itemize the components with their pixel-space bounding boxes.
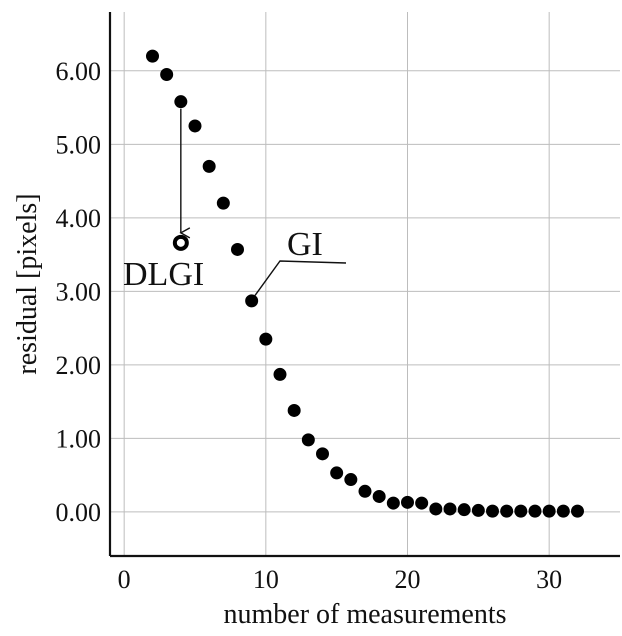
gi-leader-line bbox=[254, 260, 347, 297]
data-point-0-17 bbox=[386, 496, 400, 510]
data-point-0-21 bbox=[443, 502, 457, 516]
data-point-0-8 bbox=[259, 332, 273, 346]
data-point-0-16 bbox=[372, 489, 386, 503]
data-point-0-9 bbox=[273, 367, 287, 381]
x-tick-label-30: 30 bbox=[536, 565, 562, 594]
plot-background bbox=[110, 12, 620, 556]
x-axis-label: number of measurements bbox=[223, 599, 506, 630]
gi-label: GI bbox=[287, 226, 323, 263]
data-point-0-13 bbox=[330, 466, 344, 480]
data-point-0-6 bbox=[231, 242, 244, 256]
data-point-0-7 bbox=[245, 294, 259, 308]
data-point-0-28 bbox=[542, 504, 556, 518]
data-point-0-4 bbox=[202, 159, 216, 173]
data-point-0-3 bbox=[188, 119, 202, 133]
data-point-0-5 bbox=[216, 196, 230, 210]
data-points bbox=[146, 49, 584, 518]
data-point-0-10 bbox=[287, 403, 301, 417]
data-point-0-25 bbox=[500, 504, 514, 518]
data-point-0-14 bbox=[344, 473, 358, 487]
y-axis-label: residual [pixels] bbox=[12, 193, 43, 374]
dlgi-label: DLGI bbox=[123, 256, 204, 293]
data-point-0-2 bbox=[174, 95, 188, 109]
data-point-0-26 bbox=[514, 504, 528, 518]
data-point-0-23 bbox=[471, 503, 485, 517]
data-point-0-30 bbox=[571, 504, 584, 518]
data-point-0-24 bbox=[486, 504, 499, 518]
data-point-0-15 bbox=[358, 484, 372, 498]
data-point-0-22 bbox=[457, 503, 471, 517]
annotations: DLGI GI bbox=[123, 108, 347, 297]
tick-labels: 0 10 20 30 0.00 1.00 2.00 3.00 4.00 5.00 6.00 bbox=[56, 57, 563, 594]
data-point-0-20 bbox=[429, 502, 443, 516]
x-tick-label-20: 20 bbox=[395, 565, 421, 594]
data-point-0-27 bbox=[528, 504, 542, 518]
data-point-0-0 bbox=[146, 49, 159, 63]
y-tick-label-1: 1.00 bbox=[56, 424, 102, 453]
highlight-point bbox=[172, 234, 189, 251]
y-tick-label-0: 0.00 bbox=[56, 498, 102, 527]
data-point-0-11 bbox=[301, 433, 315, 447]
y-tick-label-4: 4.00 bbox=[56, 204, 102, 233]
data-point-0-29 bbox=[556, 504, 570, 518]
y-tick-label-5: 5.00 bbox=[56, 130, 102, 159]
data-point-0-12 bbox=[316, 447, 329, 461]
x-tick-label-0: 0 bbox=[118, 565, 131, 594]
y-tick-label-2: 2.00 bbox=[56, 351, 102, 380]
grid bbox=[110, 12, 620, 556]
data-point-0-19 bbox=[415, 496, 429, 510]
data-point-0-18 bbox=[401, 495, 414, 509]
axes bbox=[108, 12, 620, 558]
y-tick-label-3: 3.00 bbox=[56, 277, 102, 306]
x-tick-label-10: 10 bbox=[253, 565, 279, 594]
data-point-0-1 bbox=[160, 67, 174, 81]
y-tick-label-6: 6.00 bbox=[56, 57, 102, 86]
